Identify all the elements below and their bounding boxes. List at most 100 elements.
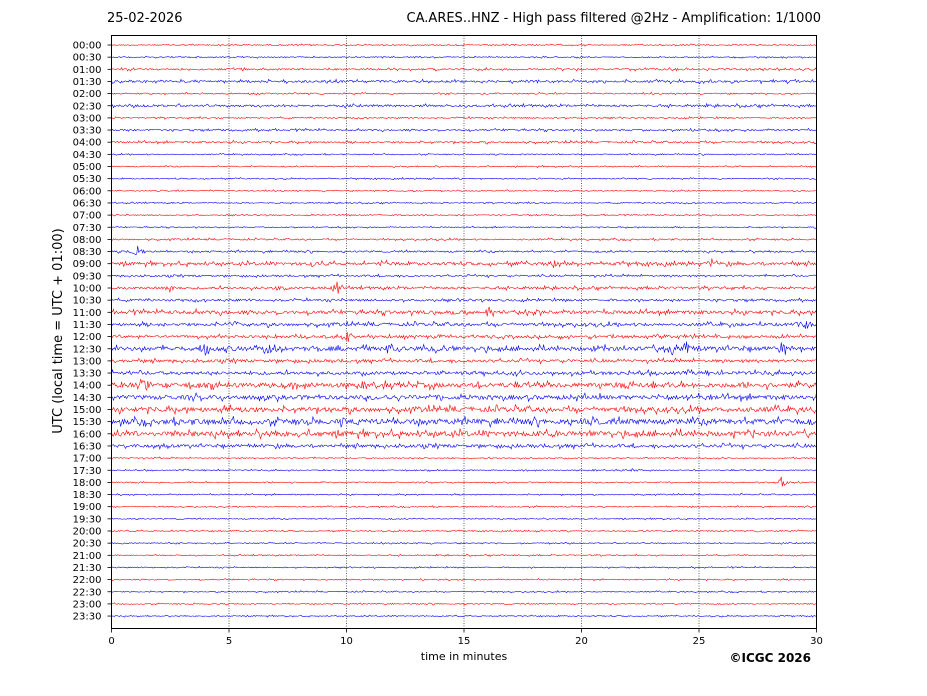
y-tick-label-0430: 04:30 (73, 150, 102, 161)
trace-row-0200 (111, 91, 817, 96)
trace-row-1900 (111, 505, 817, 509)
y-tick-label-0930: 09:30 (73, 271, 102, 282)
y-tick-label-0030: 00:30 (73, 53, 102, 64)
y-tick-label-2300: 23:00 (73, 599, 102, 610)
y-tick-label-0130: 01:30 (73, 77, 102, 88)
y-axis-label: UTC (local time = UTC + 01:00) (51, 228, 66, 433)
y-tick-label-0630: 06:30 (73, 198, 102, 209)
y-tick-label-1300: 13:00 (73, 356, 102, 367)
x-tick-label-5: 5 (226, 636, 232, 647)
y-tick-label-0700: 07:00 (73, 211, 102, 222)
trace-row-1530 (111, 415, 817, 429)
trace-row-0400 (111, 139, 817, 145)
trace-row-1700 (111, 456, 817, 460)
trace-row-0630 (111, 201, 817, 205)
trace-row-0730 (111, 225, 817, 229)
trace-row-0230 (111, 102, 817, 109)
y-tick-label-0300: 03:00 (73, 113, 102, 124)
trace-row-0500 (111, 164, 817, 169)
trace-row-0000 (111, 43, 817, 47)
y-tick-label-1830: 18:30 (73, 490, 102, 501)
y-tick-label-2000: 20:00 (73, 527, 102, 538)
trace-row-1600 (111, 427, 817, 440)
trace-row-1300 (111, 357, 817, 365)
y-tick-label-0330: 03:30 (73, 126, 102, 137)
trace-row-0930 (111, 273, 817, 279)
y-tick-label-0230: 02:30 (73, 101, 102, 112)
x-tick-label-30: 30 (810, 636, 823, 647)
y-tick-label-0800: 08:00 (73, 235, 102, 246)
trace-row-1830 (111, 492, 817, 497)
y-tick-label-2330: 23:30 (73, 612, 102, 623)
x-tick-label-20: 20 (575, 636, 588, 647)
trace-row-1800 (111, 476, 817, 487)
x-tick-label-25: 25 (693, 636, 706, 647)
trace-row-1330 (111, 368, 817, 378)
trace-row-0430 (111, 152, 817, 156)
y-tick-label-1530: 15:30 (73, 417, 102, 428)
y-tick-label-0730: 07:30 (73, 223, 102, 234)
plot-frame (111, 35, 817, 629)
trace-row-2330 (111, 614, 817, 618)
y-tick-label-0400: 04:00 (73, 138, 102, 149)
trace-row-1730 (111, 468, 817, 472)
x-axis: 0 5 10 15 20 25 30 (108, 628, 823, 647)
y-tick-label-1730: 17:30 (73, 466, 102, 477)
trace-row-1430 (111, 392, 817, 403)
y-tick-label-0200: 02:00 (73, 89, 102, 100)
trace-row-2030 (111, 541, 817, 545)
y-tick-label-1200: 12:00 (73, 332, 102, 343)
y-tick-label-1800: 18:00 (73, 478, 102, 489)
trace-row-1500 (111, 403, 817, 416)
trace-row-0030 (111, 55, 817, 59)
date-label: 25-02-2026 (107, 11, 183, 26)
copyright-label: ©ICGC 2026 (729, 651, 811, 665)
y-tick-label-1700: 17:00 (73, 454, 102, 465)
trace-row-0600 (111, 189, 817, 193)
trace-row-1030 (111, 297, 817, 303)
x-tick-label-0: 0 (108, 636, 114, 647)
y-tick-label-1400: 14:00 (73, 381, 102, 392)
y-tick-label-2130: 21:30 (73, 563, 102, 574)
y-tick-label-1430: 14:30 (73, 393, 102, 404)
trace-row-0900 (111, 258, 817, 269)
trace-row-0700 (111, 213, 817, 217)
y-tick-label-1230: 12:30 (73, 344, 102, 355)
y-tick-label-1600: 16:00 (73, 429, 102, 440)
trace-row-0300 (111, 116, 817, 120)
y-tick-label-0830: 08:30 (73, 247, 102, 258)
y-tick-label-2030: 20:30 (73, 539, 102, 550)
y-tick-label-1000: 10:00 (73, 284, 102, 295)
chart-title: CA.ARES..HNZ - High pass filtered @2Hz -… (406, 11, 821, 26)
trace-row-1930 (111, 517, 817, 521)
y-tick-label-2100: 21:00 (73, 551, 102, 562)
trace-row-0830 (111, 245, 817, 256)
trace-row-2000 (111, 529, 817, 533)
trace-row-2230 (111, 590, 817, 594)
y-tick-label-0530: 05:30 (73, 174, 102, 185)
x-tick-label-15: 15 (458, 636, 471, 647)
x-tick-label-10: 10 (340, 636, 353, 647)
y-tick-label-1330: 13:30 (73, 369, 102, 380)
trace-row-1400 (111, 378, 817, 391)
y-tick-label-0500: 05:00 (73, 162, 102, 173)
trace-row-2130 (111, 565, 817, 569)
trace-row-2200 (111, 578, 817, 582)
trace-row-1630 (111, 441, 817, 451)
y-tick-label-0100: 01:00 (73, 65, 102, 76)
y-tick-label-0000: 00:00 (73, 41, 102, 52)
y-tick-label-1100: 11:00 (73, 308, 102, 319)
y-tick-label-1500: 15:00 (73, 405, 102, 416)
trace-row-2300 (111, 602, 817, 606)
x-axis-label: time in minutes (421, 650, 508, 663)
trace-row-1100 (111, 306, 817, 318)
y-tick-label-2230: 22:30 (73, 587, 102, 598)
trace-row-1200 (111, 332, 817, 343)
trace-row-0530 (111, 177, 817, 181)
y-tick-label-0900: 09:00 (73, 259, 102, 270)
y-tick-label-1930: 19:30 (73, 514, 102, 525)
trace-row-0130 (111, 78, 817, 85)
y-tick-label-0600: 06:00 (73, 186, 102, 197)
seismic-traces (111, 43, 817, 618)
